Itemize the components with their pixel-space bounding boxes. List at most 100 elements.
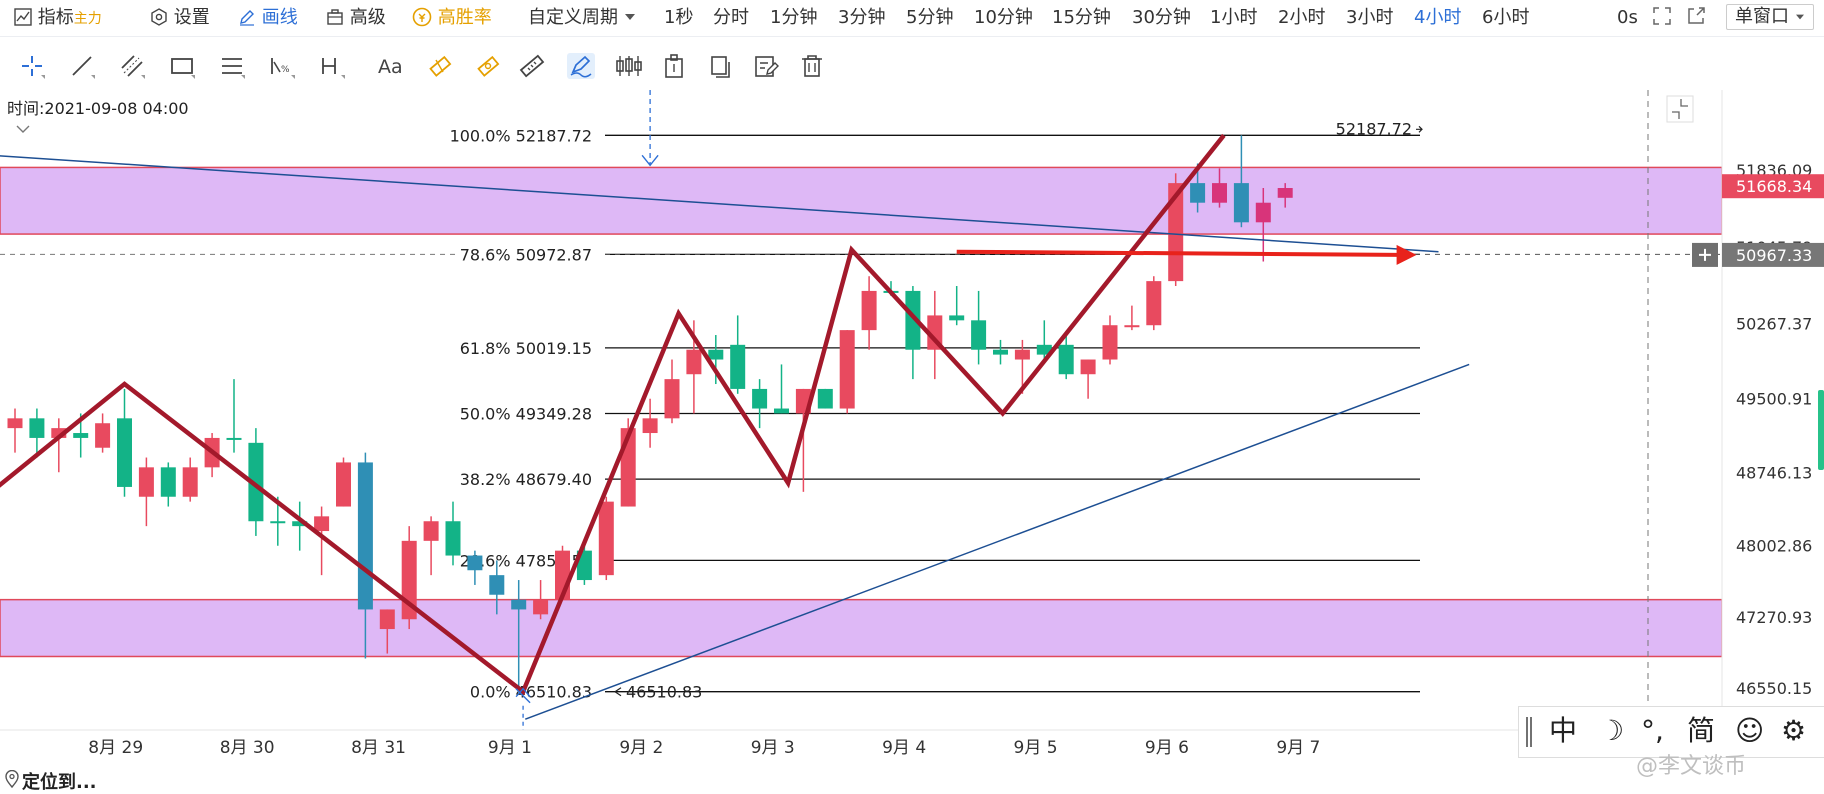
price-tag-label: 50967.33 bbox=[1736, 246, 1812, 265]
briefcase-icon bbox=[327, 9, 343, 25]
rectangle-icon bbox=[171, 58, 195, 79]
crosshair-time-label: 时间:2021-09-08 04:00 bbox=[7, 99, 189, 118]
gear-icon[interactable]: ⚙ bbox=[1781, 714, 1807, 747]
candle-body bbox=[357, 462, 373, 610]
measure-range-tool[interactable] bbox=[314, 40, 348, 90]
candle-body bbox=[1014, 349, 1030, 360]
winrate-button[interactable]: 高胜率 bbox=[412, 7, 492, 29]
candle-body bbox=[1058, 344, 1074, 375]
brush-tool[interactable] bbox=[562, 40, 596, 90]
period-tab[interactable]: 分时 bbox=[713, 7, 749, 28]
fullscreen-button[interactable] bbox=[1652, 6, 1672, 32]
chart-overlays bbox=[515, 90, 1694, 730]
smile-icon[interactable]: ☺ bbox=[1735, 714, 1765, 747]
period-tab[interactable]: 3分钟 bbox=[838, 7, 886, 28]
candle-body bbox=[993, 349, 1008, 355]
period-tab[interactable]: 10分钟 bbox=[974, 7, 1033, 28]
zigzag-wave[interactable] bbox=[0, 133, 1226, 696]
period-tab[interactable]: 1小时 bbox=[1210, 7, 1258, 28]
period-tab[interactable]: 3小时 bbox=[1346, 7, 1394, 28]
candlestick-series bbox=[7, 135, 1293, 692]
event-marker-down bbox=[641, 154, 659, 167]
crosshair-tool[interactable] bbox=[14, 40, 48, 90]
period-tab[interactable]: 5分钟 bbox=[906, 7, 954, 28]
edit-note-icon bbox=[755, 56, 779, 77]
candle-body bbox=[664, 379, 680, 419]
period-tab[interactable]: 1秒 bbox=[664, 7, 694, 28]
collapse-icon-frame bbox=[1666, 95, 1694, 123]
moon-icon[interactable]: ☽ bbox=[1599, 714, 1625, 747]
fib-level-label: 50.0% 49349.28 bbox=[460, 405, 592, 424]
delete-selected-tool[interactable] bbox=[656, 40, 690, 90]
settings-button[interactable]: 设置 bbox=[150, 7, 210, 29]
custom-period-dropdown[interactable]: 自定义周期 bbox=[528, 7, 636, 29]
channel-tool[interactable] bbox=[114, 40, 148, 90]
magnet-tool[interactable] bbox=[422, 40, 456, 90]
countdown-text: 0s bbox=[1617, 7, 1638, 28]
fibonacci-retracement[interactable]: 100.0% 52187.72 78.6% 50972.87 61.8% 50019… bbox=[0, 119, 1720, 702]
punctuation-glyph[interactable]: °, bbox=[1641, 714, 1664, 747]
fib-top-value: 52187.72 bbox=[1336, 119, 1412, 138]
popout-button[interactable] bbox=[1686, 6, 1706, 32]
caret-down-icon bbox=[1795, 14, 1804, 20]
trendline-tool[interactable] bbox=[64, 40, 98, 90]
period-tab-active[interactable]: 4小时 bbox=[1414, 7, 1462, 28]
price-tag-bg bbox=[1722, 174, 1824, 199]
fib-tool[interactable]: % bbox=[264, 40, 298, 90]
lines-tool[interactable] bbox=[214, 40, 248, 90]
candle-body bbox=[138, 467, 154, 497]
candle-body bbox=[292, 521, 308, 527]
range-icon bbox=[322, 58, 345, 79]
plus-icon bbox=[1699, 248, 1711, 261]
text-icon: Aa bbox=[378, 56, 403, 78]
chevron-down-icon[interactable] bbox=[16, 124, 30, 134]
edit-tool[interactable] bbox=[748, 40, 782, 90]
fib-level-label: 61.8% 50019.15 bbox=[460, 339, 592, 358]
target-arrow[interactable] bbox=[956, 244, 1417, 265]
draw-button[interactable]: 画线 bbox=[238, 7, 298, 29]
settings-label: 设置 bbox=[173, 7, 210, 28]
indicator-button[interactable]: 指标主力 bbox=[14, 7, 102, 30]
period-tab[interactable]: 6小时 bbox=[1482, 7, 1530, 28]
clear-all-tool[interactable] bbox=[794, 40, 828, 90]
brush-icon bbox=[567, 53, 595, 79]
candle-body bbox=[1212, 183, 1227, 203]
indicator-label: 指标 bbox=[37, 7, 74, 28]
candle-body bbox=[1146, 281, 1162, 326]
caret-down-icon bbox=[624, 14, 635, 20]
time-tick-label: 9月 4 bbox=[882, 738, 926, 758]
candle-body bbox=[1233, 183, 1249, 223]
candle-body bbox=[598, 501, 614, 576]
candle-body bbox=[423, 521, 439, 541]
trend-lines[interactable] bbox=[0, 155, 1470, 720]
copy-tool[interactable] bbox=[702, 40, 736, 90]
locate-to-button[interactable]: 定位到... bbox=[22, 772, 97, 793]
window-mode-dropdown[interactable]: 单窗口 bbox=[1726, 4, 1814, 30]
ruler-tool[interactable] bbox=[514, 40, 548, 90]
candle-body bbox=[1124, 325, 1140, 328]
price-tick-label: 46550.15 bbox=[1736, 679, 1812, 698]
text-tool[interactable]: Aa bbox=[372, 40, 406, 90]
collapse-icon bbox=[1672, 99, 1688, 119]
ime-mode-glyph[interactable]: 中 bbox=[1549, 714, 1578, 747]
fib-level-label: 0.0% 46510.83 bbox=[470, 683, 592, 702]
lock-tool[interactable] bbox=[470, 40, 504, 90]
advanced-button[interactable]: 高级 bbox=[326, 7, 386, 29]
period-tab[interactable]: 2小时 bbox=[1278, 7, 1326, 28]
price-chart[interactable]: 100.0% 52187.72 78.6% 50972.87 61.8% 50019… bbox=[0, 90, 1824, 762]
advanced-label: 高级 bbox=[349, 7, 386, 28]
candle-body bbox=[905, 290, 921, 350]
window-mode-label: 单窗口 bbox=[1735, 6, 1789, 27]
candle-body bbox=[489, 575, 505, 595]
period-tab[interactable]: 30分钟 bbox=[1132, 7, 1191, 28]
crosshair-icon bbox=[22, 56, 45, 79]
simplified-glyph[interactable]: 简 bbox=[1687, 714, 1716, 747]
rectangle-tool[interactable] bbox=[164, 40, 198, 90]
copy-icon bbox=[711, 56, 730, 78]
candle-body bbox=[445, 521, 461, 556]
period-tab[interactable]: 1分钟 bbox=[770, 7, 818, 28]
period-tab[interactable]: 15分钟 bbox=[1052, 7, 1111, 28]
gear-icon bbox=[151, 8, 167, 26]
candle-body bbox=[971, 320, 987, 350]
pattern-tool[interactable] bbox=[610, 40, 644, 90]
